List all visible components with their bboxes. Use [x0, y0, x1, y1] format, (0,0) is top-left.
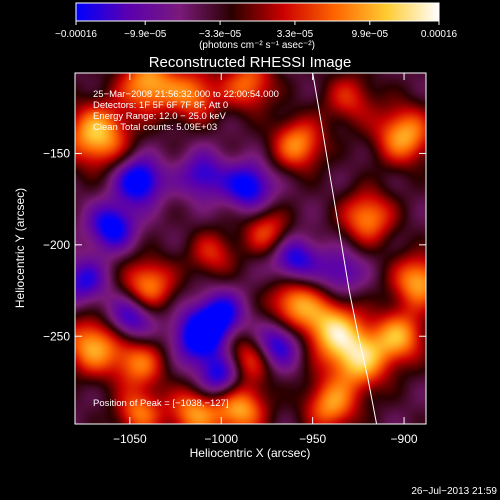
heatmap-image [75, 73, 426, 424]
colorbar-ticks: −0.00016 −9.9e−05 −3.3e−05 3.3e−05 9.9e−05 0.… [55, 21, 458, 40]
x-axis-label: Heliocentric X (arcsec) [190, 446, 311, 460]
annotation-detectors: Detectors: 1F 5F 6F 7F 8F, Att 0 [93, 100, 228, 111]
x-tick-label: −1000 [204, 432, 238, 446]
colorbar [75, 2, 440, 22]
x-tick-label: −1050 [113, 432, 147, 446]
colorbar-tick-label: 0.00016 [421, 29, 458, 40]
colorbar-tick-label: −0.00016 [55, 29, 97, 40]
y-tick-label: −150 [43, 146, 70, 160]
x-tick-label: −950 [299, 432, 326, 446]
y-tick-label: −250 [43, 329, 70, 343]
plot-frame [74, 72, 427, 425]
solar-limb-curve [312, 73, 378, 424]
chart-title: Reconstructed RHESSI Image [149, 54, 352, 71]
x-tick-label: −900 [391, 432, 418, 446]
colorbar-tick-label: 3.3e−05 [277, 29, 314, 40]
colorbar-tick-label: −9.9e−05 [124, 29, 167, 40]
annotation-energy: Energy Range: 12.0 − 25.0 keV [93, 111, 226, 122]
y-tick-label: −200 [43, 238, 70, 252]
annotation-time: 25−Mar−2008 21:56:32.000 to 22:00:54.000 [93, 89, 279, 100]
peak-position-label: Position of Peak = [−1038,−127] [93, 398, 228, 409]
y-axis-label: Heliocentric Y (arcsec) [13, 188, 27, 308]
x-axis-ticks: −1050 −1000 −950 −900 [113, 73, 418, 446]
footer-timestamp: 26−Jul−2013 21:59 [411, 486, 497, 497]
colorbar-tick-label: 9.9e−05 [352, 29, 389, 40]
annotation-counts: Clean Total counts: 5.09E+03 [93, 122, 217, 133]
y-axis-ticks: −250 −200 −150 [43, 146, 426, 343]
colorbar-tick-label: −3.3e−05 [199, 29, 242, 40]
colorbar-unit-label: (photons cm⁻² s⁻¹ asec⁻²) [199, 40, 315, 51]
